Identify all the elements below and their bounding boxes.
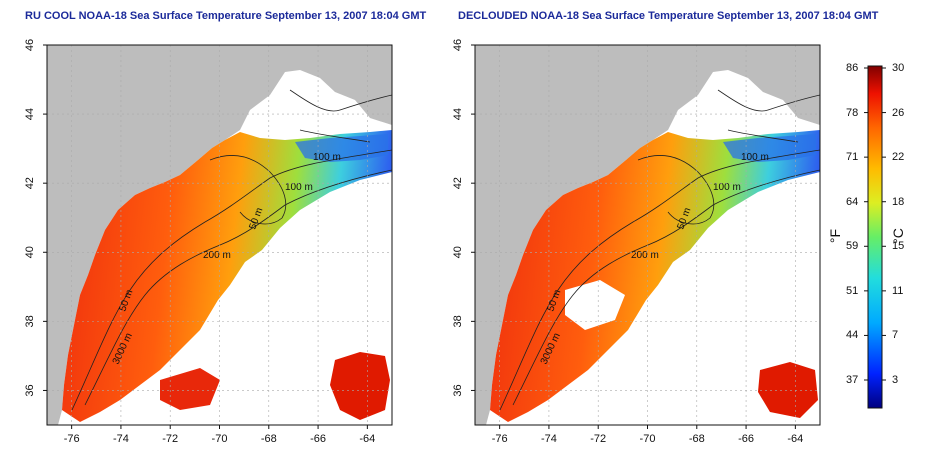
x-tick-label: -68 — [261, 433, 277, 445]
colorbar-fahrenheit-tick: 59 — [846, 240, 859, 253]
colorbar-celsius-tick: 18 — [892, 195, 905, 208]
colorbar-celsius-tick: 26 — [892, 106, 905, 119]
colorbar-fahrenheit-tick: 86 — [846, 62, 859, 74]
bathymetry-contours — [71, 89, 393, 411]
colorbar-fahrenheit-tick: 71 — [846, 151, 859, 164]
y-tick-label: 36 — [452, 384, 464, 396]
x-tick-label: -70 — [212, 433, 228, 445]
colorbar-fahrenheit-tick: 51 — [846, 284, 859, 297]
map-title-left: RU COOL NOAA-18 Sea Surface Temperature … — [25, 10, 427, 22]
colorbar-fahrenheit-tick: 64 — [846, 195, 859, 208]
x-tick-label: -74 — [541, 433, 557, 445]
x-tick-label: -64 — [787, 433, 803, 445]
colorbar-unit-fahrenheit: °F — [827, 228, 844, 244]
y-tick-label: 44 — [452, 108, 464, 120]
y-tick-label: 44 — [24, 108, 36, 120]
contour-label: 200 m — [631, 250, 659, 261]
contour-label: 200 m — [203, 250, 231, 261]
colorbar-celsius-tick: 15 — [892, 240, 905, 253]
y-tick-label: 36 — [24, 384, 36, 396]
warm-patch — [160, 368, 220, 410]
colorbar-unit-celsius: °C — [889, 228, 906, 244]
sst-field — [490, 130, 820, 422]
colorbar-fahrenheit-tick: 44 — [846, 329, 859, 342]
y-tick-label: 46 — [452, 39, 464, 51]
x-tick-label: -76 — [492, 433, 508, 445]
bathymetry-contours — [499, 89, 821, 411]
x-tick-label: -64 — [359, 433, 375, 445]
land-mass — [475, 45, 820, 425]
colorbar-fahrenheit-tick: 78 — [846, 106, 859, 119]
cloud-gap — [565, 280, 625, 330]
contour-label: 100 m — [713, 182, 741, 193]
y-tick-label: 38 — [452, 315, 464, 327]
y-tick-label: 46 — [24, 39, 36, 51]
colorbar-fahrenheit-tick: 37 — [846, 374, 859, 386]
colorbar-celsius-tick: 7 — [892, 329, 899, 342]
map-grid — [475, 44, 820, 425]
x-tick-label: -66 — [738, 433, 754, 445]
colorbar-ticks — [864, 67, 886, 381]
y-tick-label: 42 — [24, 177, 36, 189]
colorbar-celsius-tick: 30 — [892, 62, 905, 74]
map-grid — [47, 44, 392, 425]
y-tick-label: 38 — [24, 315, 36, 327]
x-tick-label: -76 — [64, 433, 80, 445]
y-tick-label: 42 — [452, 177, 464, 189]
contour-label: 100 m — [741, 152, 769, 163]
x-tick-label: -66 — [310, 433, 326, 445]
map-panel-right: 100 m 100 m 50 m 200 m 50 m 3000 m — [474, 44, 821, 426]
colorbar-celsius-tick: 22 — [892, 151, 905, 164]
map-panel-left: 100 m 100 m 50 m 200 m 50 m 3000 m — [46, 44, 393, 426]
warm-patch — [330, 352, 390, 420]
land-mass — [47, 45, 392, 425]
y-tick-label: 40 — [452, 246, 464, 258]
colorbar-celsius-tick: 3 — [892, 374, 899, 386]
sst-field — [62, 130, 392, 422]
contour-label: 100 m — [313, 152, 341, 163]
colorbar — [867, 65, 883, 409]
colorbar-celsius-tick: 11 — [892, 284, 904, 297]
warm-patch — [758, 362, 818, 418]
contour-label: 100 m — [285, 182, 313, 193]
x-tick-label: -70 — [640, 433, 656, 445]
y-tick-label: 40 — [24, 246, 36, 258]
x-tick-label: -72 — [590, 433, 606, 445]
x-tick-label: -74 — [113, 433, 129, 445]
x-tick-label: -72 — [162, 433, 178, 445]
x-tick-label: -68 — [689, 433, 705, 445]
map-title-right: DECLOUDED NOAA-18 Sea Surface Temperatur… — [458, 10, 879, 22]
